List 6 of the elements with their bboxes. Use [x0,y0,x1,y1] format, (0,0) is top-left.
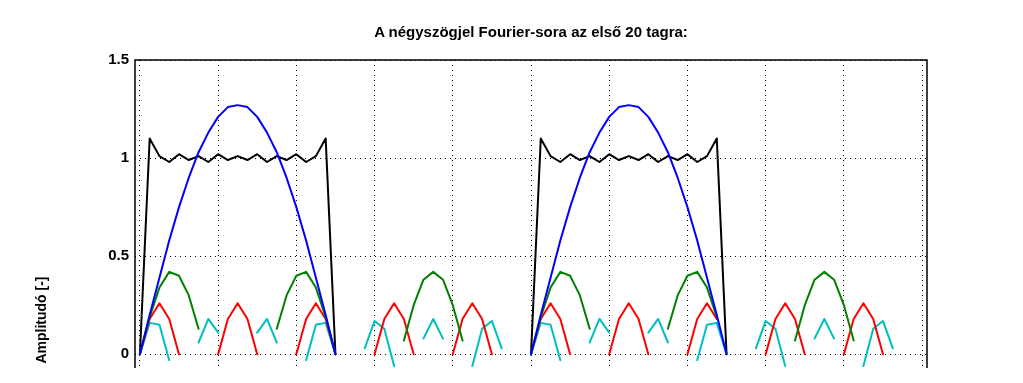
y-tick-label: 0.5 [108,246,129,264]
y-axis-title: Amplitudó [-] [32,276,49,364]
y-tick-label: 0 [120,344,129,362]
y-tick-label: 1.5 [108,50,129,68]
chart-title: A négyszögjel Fourier-sora az első 20 tagra: [374,23,688,41]
y-tick-label: 1 [120,148,129,166]
